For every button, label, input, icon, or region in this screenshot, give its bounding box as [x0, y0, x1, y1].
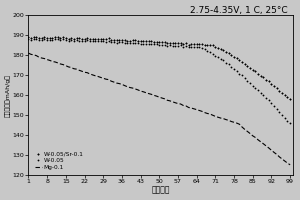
W-0.05: [160, 43, 164, 46]
Mg-0.1: [88, 73, 92, 75]
Legend: W-0.05/Sr-0.1, W-0.05, Mg-0.1: W-0.05/Sr-0.1, W-0.05, Mg-0.1: [34, 151, 84, 170]
Text: 2.75-4.35V, 1 C, 25°C: 2.75-4.35V, 1 C, 25°C: [190, 6, 287, 15]
W-0.05: [110, 41, 113, 43]
Line: W-0.05/Sr-0.1: W-0.05/Sr-0.1: [28, 36, 291, 100]
W-0.05: [168, 44, 172, 47]
Mg-0.1: [27, 52, 30, 54]
W-0.05/Sr-0.1: [27, 36, 30, 38]
Line: Mg-0.1: Mg-0.1: [28, 53, 290, 165]
Mg-0.1: [96, 75, 100, 78]
Mg-0.1: [166, 99, 169, 101]
Mg-0.1: [288, 164, 292, 166]
W-0.05/Sr-0.1: [168, 42, 172, 44]
W-0.05: [99, 40, 102, 42]
W-0.05/Sr-0.1: [99, 38, 102, 40]
W-0.05/Sr-0.1: [160, 41, 164, 43]
Mg-0.1: [158, 96, 161, 98]
Mg-0.1: [107, 78, 110, 81]
W-0.05/Sr-0.1: [91, 38, 94, 40]
W-0.05: [235, 70, 238, 72]
W-0.05/Sr-0.1: [288, 98, 292, 100]
Mg-0.1: [232, 121, 236, 123]
W-0.05/Sr-0.1: [235, 57, 238, 59]
W-0.05: [27, 38, 30, 40]
W-0.05/Sr-0.1: [110, 39, 113, 41]
Line: W-0.05: W-0.05: [28, 38, 291, 124]
Y-axis label: 放电容量（mAh/g）: 放电容量（mAh/g）: [6, 74, 11, 117]
W-0.05/Sr-0.1: [35, 36, 38, 38]
W-0.05: [35, 38, 38, 40]
X-axis label: 循环次数: 循环次数: [152, 185, 170, 194]
W-0.05: [91, 40, 94, 42]
W-0.05: [288, 122, 292, 124]
